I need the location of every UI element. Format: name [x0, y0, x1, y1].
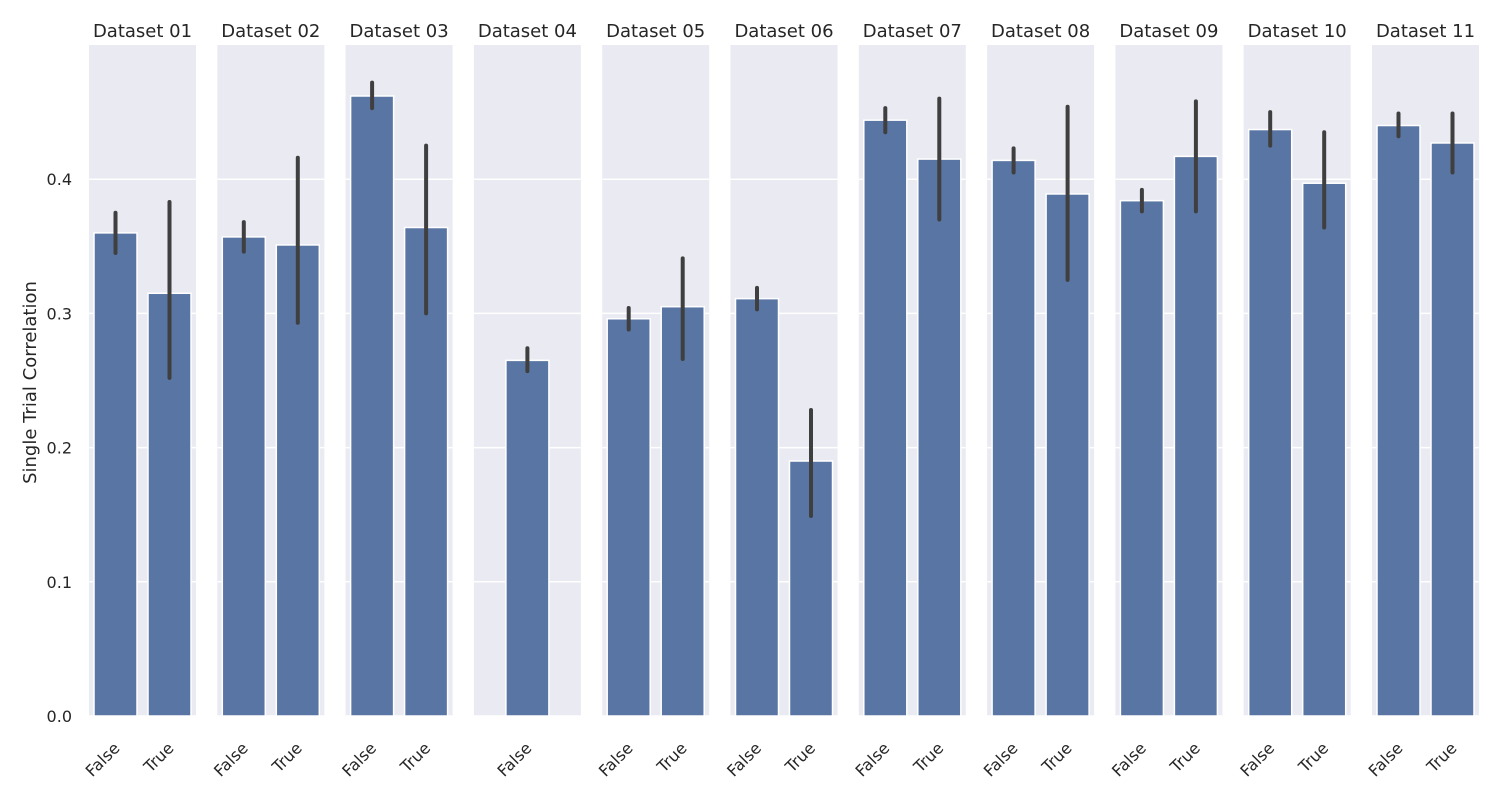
x-tick-label: True — [268, 739, 306, 777]
bar — [1173, 155, 1219, 717]
bar — [1430, 142, 1475, 717]
chart-panel: Dataset 01 False True — [82, 21, 196, 780]
x-tick-label: True — [1037, 739, 1075, 777]
panel-title: Dataset 05 — [606, 21, 705, 42]
bar — [1119, 199, 1165, 717]
y-tick-label: 0.4 — [47, 170, 72, 189]
x-tick-label: False — [1236, 739, 1278, 781]
panel-title: Dataset 01 — [93, 21, 192, 42]
bar — [1376, 124, 1421, 717]
chart-panel: Dataset 10 False True — [1236, 21, 1351, 781]
chart-panel: Dataset 07 False True — [851, 21, 966, 781]
y-tick-label: 0.0 — [47, 707, 72, 726]
x-tick-label: False — [494, 739, 536, 781]
chart-panel: Dataset 06 False True — [723, 21, 838, 781]
bar — [991, 159, 1036, 717]
x-tick-label: True — [1422, 739, 1460, 777]
y-tick-label: 0.3 — [47, 304, 72, 323]
panel-title: Dataset 10 — [1248, 21, 1347, 42]
x-tick-label: True — [396, 739, 434, 777]
bar — [606, 318, 651, 717]
bar — [660, 305, 705, 717]
y-tick-label: 0.2 — [47, 439, 72, 458]
x-tick-label: True — [909, 739, 947, 777]
panel-title: Dataset 06 — [734, 21, 833, 42]
bar — [221, 236, 267, 717]
x-tick-label: True — [781, 739, 819, 777]
panel-title: Dataset 03 — [350, 21, 449, 42]
x-tick-label: False — [1365, 739, 1407, 781]
chart-panel: Dataset 11 False True — [1365, 21, 1479, 780]
y-tick-label: 0.1 — [47, 573, 72, 592]
x-tick-label: False — [210, 739, 252, 781]
bar — [734, 297, 780, 717]
panel-title: Dataset 09 — [1119, 21, 1218, 42]
x-tick-label: False — [338, 739, 380, 781]
bar — [505, 359, 550, 717]
panel-title: Dataset 02 — [221, 21, 320, 42]
y-axis: 0.0 0.1 0.2 0.3 0.4 — [47, 170, 72, 726]
bar — [863, 119, 908, 717]
x-tick-label: False — [595, 739, 637, 781]
x-tick-label: False — [1108, 739, 1150, 781]
x-tick-label: False — [851, 739, 893, 781]
x-tick-label: True — [653, 739, 691, 777]
bar — [1301, 182, 1347, 717]
chart-panel: Dataset 03 False True — [338, 21, 453, 781]
chart-panel: Dataset 05 False True — [595, 21, 710, 781]
x-tick-label: False — [723, 739, 765, 781]
x-tick-label: False — [980, 739, 1022, 781]
panel-title: Dataset 04 — [478, 21, 577, 42]
chart-panel: Dataset 09 False True — [1108, 21, 1223, 781]
chart-panel: Dataset 04 False — [473, 21, 581, 781]
bar — [1247, 128, 1293, 717]
x-tick-label: True — [1294, 739, 1332, 777]
x-tick-label: False — [82, 739, 124, 781]
panel-title: Dataset 11 — [1376, 21, 1475, 42]
x-tick-label: True — [139, 739, 177, 777]
bar — [917, 158, 962, 717]
bar — [93, 232, 138, 717]
panel-title: Dataset 07 — [863, 21, 962, 42]
chart-panel: Dataset 08 False True — [980, 21, 1095, 781]
panel-title: Dataset 08 — [991, 21, 1090, 42]
bar — [349, 95, 395, 717]
chart-panel: Dataset 02 False True — [210, 21, 325, 781]
y-axis-label: Single Trial Correlation — [20, 281, 41, 484]
x-tick-label: True — [1166, 739, 1204, 777]
